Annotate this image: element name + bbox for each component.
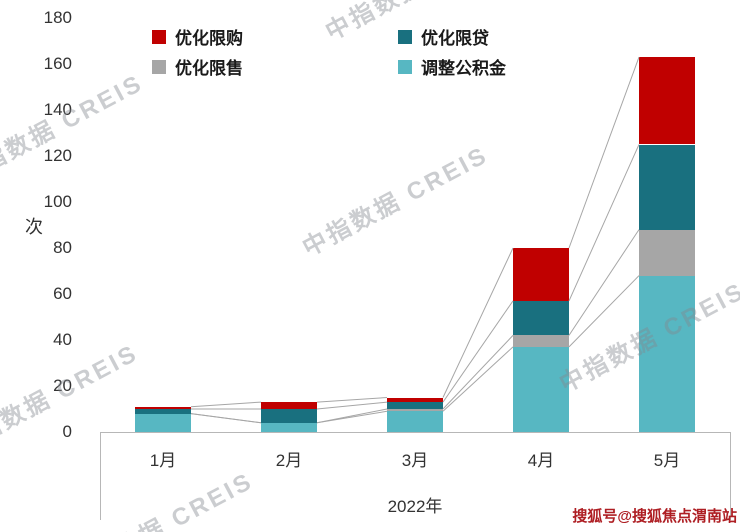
- connector-line: [442, 346, 514, 412]
- connector-line: [568, 275, 640, 348]
- connector-line: [442, 300, 514, 403]
- legend-swatch: [152, 29, 166, 44]
- bar-segment: [135, 409, 191, 414]
- bar-segment: [261, 409, 317, 423]
- legend-label: 调整公积金: [421, 59, 506, 78]
- x-tick-label: 4月: [527, 451, 555, 470]
- legend-item: 调整公积金: [398, 54, 506, 79]
- connector-line: [316, 397, 388, 403]
- x-axis-group-label: 2022年: [387, 497, 443, 516]
- legend-swatch: [398, 59, 412, 74]
- y-tick-label: 100: [43, 192, 72, 211]
- x-tick-label: 3月: [401, 451, 429, 470]
- legend-swatch: [152, 59, 166, 74]
- bar-segment: [639, 229, 695, 276]
- y-tick-label: 0: [62, 422, 72, 441]
- legend-label: 优化限售: [175, 59, 243, 78]
- y-tick-label: 60: [53, 284, 72, 303]
- bar-segment: [135, 406, 191, 409]
- connector-line: [568, 56, 640, 249]
- y-tick-label: 80: [53, 238, 72, 257]
- y-tick-label: 40: [53, 330, 72, 349]
- y-axis-unit-label: 次: [25, 217, 43, 237]
- connector-line: [190, 413, 262, 424]
- bar-segment: [387, 411, 443, 432]
- axis-border-right: [730, 432, 731, 520]
- x-tick-label: 5月: [653, 451, 681, 470]
- connector-line: [568, 229, 640, 336]
- bar-segment: [513, 248, 569, 301]
- legend-item: 优化限贷: [398, 24, 489, 49]
- legend-label: 优化限购: [175, 29, 243, 48]
- legend-item: 优化限购: [152, 24, 243, 49]
- axis-border-left: [100, 432, 101, 520]
- legend-item: 优化限售: [152, 54, 243, 79]
- y-tick-label: 20: [53, 376, 72, 395]
- connector-line: [442, 335, 514, 410]
- bar-segment: [513, 335, 569, 347]
- bar-segment: [261, 402, 317, 409]
- connector-line: [316, 401, 388, 410]
- x-tick-label: 1月: [149, 451, 177, 470]
- bar-segment: [261, 422, 317, 432]
- credit-badge: 搜狐号@搜狐焦点渭南站: [572, 508, 737, 525]
- bar-segment: [513, 300, 569, 336]
- y-tick-label: 120: [43, 146, 72, 165]
- bar-segment: [639, 144, 695, 230]
- y-tick-label: 160: [43, 54, 72, 73]
- bar-segment: [387, 402, 443, 409]
- legend-label: 优化限贷: [421, 29, 489, 48]
- x-axis-line: [100, 432, 731, 433]
- bar-segment: [639, 57, 695, 145]
- bar-segment: [639, 275, 695, 432]
- x-tick-label: 2月: [275, 451, 303, 470]
- bar-segment: [135, 413, 191, 432]
- bar-segment: [387, 409, 443, 412]
- connector-line: [190, 401, 262, 408]
- bar-segment: [513, 346, 569, 432]
- y-tick-label: 140: [43, 100, 72, 119]
- bar-segment: [387, 397, 443, 403]
- connector-line: [316, 408, 388, 424]
- y-tick-label: 180: [43, 8, 72, 27]
- connector-line: [568, 144, 640, 302]
- legend-swatch: [398, 29, 412, 44]
- connector-line: [442, 247, 514, 398]
